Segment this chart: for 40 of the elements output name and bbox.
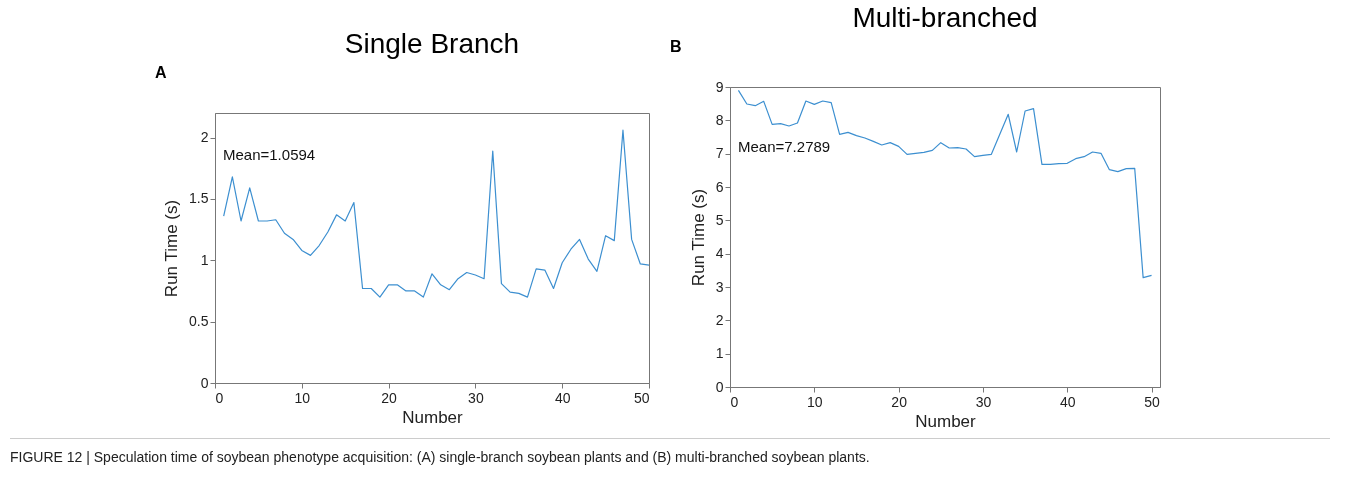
y-tick-label: 1: [200, 251, 209, 268]
annotation: Mean=7.2789: [738, 138, 831, 155]
y-axis-title: Run Time (s): [162, 199, 182, 298]
y-axis-title: Run Time (s): [688, 188, 708, 287]
y-tick-label: 0.5: [189, 313, 209, 330]
y-tick-label: 3: [715, 278, 724, 295]
x-tick-label: 50: [1144, 393, 1161, 410]
line-series: [223, 129, 649, 298]
y-tick-label: 6: [715, 178, 724, 195]
y-tick-label: 8: [715, 111, 724, 128]
text: B: [670, 38, 682, 55]
y-tick-label: 1.5: [189, 190, 209, 207]
chart-title: Multi-branched: [852, 2, 1038, 33]
y-tick-label: 1: [715, 345, 724, 362]
x-tick-label: 0: [730, 393, 739, 410]
y-tick-label: 9: [715, 78, 724, 95]
x-tick-label: 50: [633, 389, 650, 406]
x-tick-label: 20: [891, 393, 908, 410]
annotation: Mean=1.0594: [223, 146, 316, 163]
y-tick-label: 5: [715, 211, 724, 228]
y-tick-label: 2: [200, 129, 209, 146]
x-tick-label: 0: [215, 389, 224, 406]
text: A: [155, 64, 167, 81]
x-tick-label: 40: [554, 389, 571, 406]
y-tick-label: 0: [200, 374, 209, 391]
y-tick-label: 2: [715, 311, 724, 328]
y-tick-label: 4: [715, 245, 724, 262]
x-axis-title: Number: [915, 411, 977, 431]
x-tick-label: 40: [1059, 393, 1076, 410]
x-tick-label: 20: [381, 389, 398, 406]
caption: FIGURE 12 | Speculation time of soybean phenotype acquisition: (A) single-branch soybean plants and (B) multi-branched soybean plants.: [10, 438, 1330, 465]
x-tick-label: 30: [975, 393, 992, 410]
x-tick-label: 10: [807, 393, 823, 410]
y-tick-label: 0: [715, 378, 724, 395]
line-series: [737, 89, 1153, 279]
x-tick-label: 10: [294, 389, 311, 406]
x-axis-title: Number: [402, 407, 464, 427]
chart-title: Single Branch: [344, 28, 520, 59]
y-tick-label: 7: [715, 145, 724, 162]
x-tick-label: 30: [468, 389, 484, 406]
